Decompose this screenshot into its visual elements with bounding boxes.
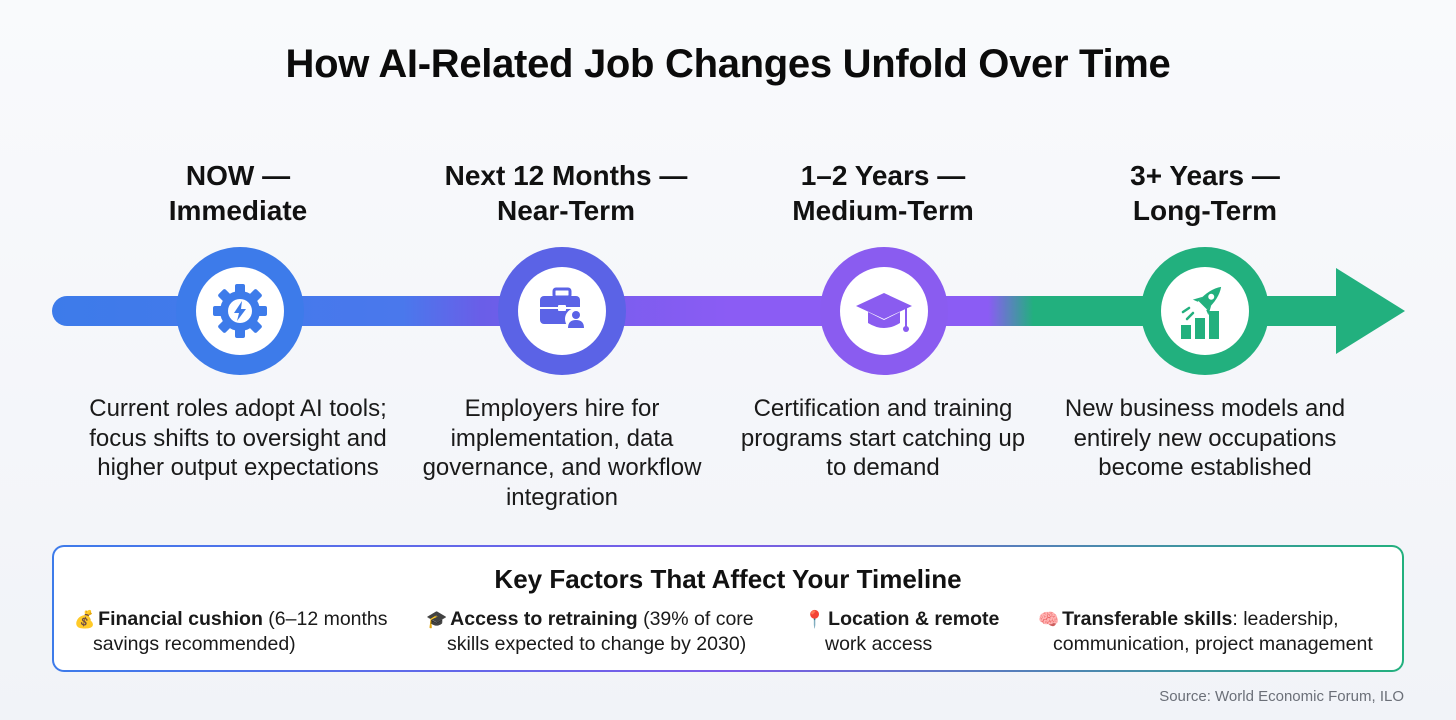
graduation-cap-emoji-icon: 🎓 xyxy=(426,610,448,630)
briefcase-person-icon xyxy=(540,287,587,330)
factor-location-remote: 📍 Location & remote work access xyxy=(804,608,1000,655)
stage-node-long-term xyxy=(1141,247,1269,375)
stage-description-near-term: Employers hire for implementation, data … xyxy=(422,395,702,511)
stage-node-near-term xyxy=(498,247,626,375)
factor-financial-cushion: 💰 Financial cushion (6–12 months savings … xyxy=(74,608,388,655)
brain-icon: 🧠 xyxy=(1038,610,1060,630)
money-bag-icon: 💰 xyxy=(74,610,96,630)
rocket-growth-icon xyxy=(1181,286,1222,339)
factor-access-to-retraining: 🎓 Access to retraining (39% of core skill… xyxy=(426,608,754,655)
stage-description-now: Current roles adopt AI tools; focus shif… xyxy=(89,395,387,481)
timeline xyxy=(52,247,1405,375)
key-factors-panel: Key Factors That Affect Your Timeline 💰 F… xyxy=(52,545,1404,672)
stage-description-long-term: New business models and entirely new occ… xyxy=(1064,395,1346,481)
stage-heading-now: NOW — Immediate xyxy=(168,160,308,226)
stage-heading-long-term: 3+ Years — Long-Term xyxy=(1130,160,1280,226)
stage-node-medium-term xyxy=(820,247,948,375)
key-factors-title: Key Factors That Affect Your Timeline xyxy=(494,564,962,594)
location-pin-icon: 📍 xyxy=(804,610,826,630)
stage-description-medium-term: Certification and training programs star… xyxy=(740,395,1026,481)
timeline-arrowhead xyxy=(1336,268,1405,354)
stage-heading-near-term: Next 12 Months — Near-Term xyxy=(444,160,688,226)
timeline-bar xyxy=(52,296,1352,326)
graduation-cap-icon xyxy=(856,293,912,332)
factor-transferable-skills: 🧠 Transferable skills: leadership, commun… xyxy=(1038,608,1373,655)
page-title: How AI-Related Job Changes Unfold Over T… xyxy=(285,42,1171,86)
gear-lightning-icon xyxy=(213,284,267,338)
source-note: Source: World Economic Forum, ILO xyxy=(1159,688,1404,705)
stage-node-now xyxy=(176,247,304,375)
stage-heading-medium-term: 1–2 Years — Medium-Term xyxy=(792,160,974,226)
